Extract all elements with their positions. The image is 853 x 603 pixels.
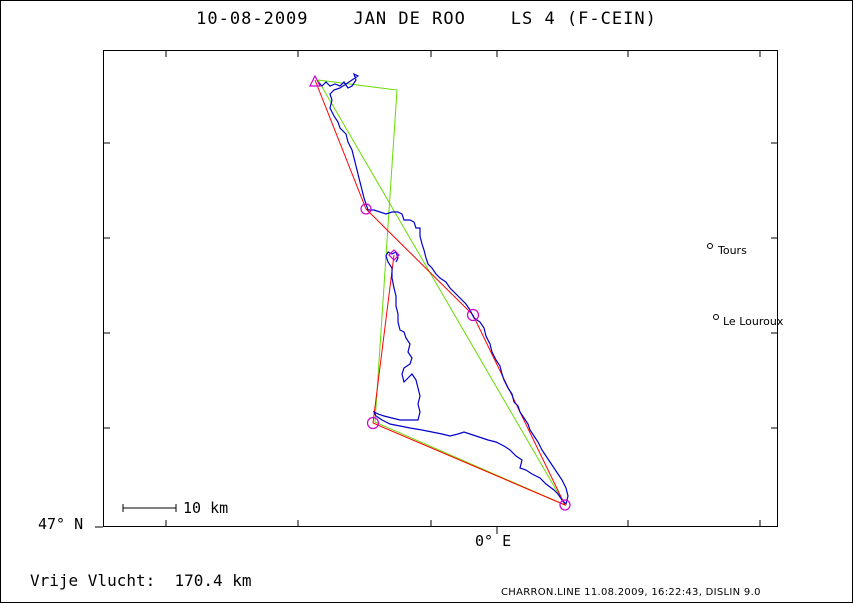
town-label-tours: Tours bbox=[718, 244, 747, 257]
optimised-route-line bbox=[317, 79, 567, 507]
free-flight-distance: Vrije Vlucht: 170.4 km bbox=[30, 571, 252, 590]
gps-track bbox=[317, 72, 569, 506]
scale-bar-label: 10 km bbox=[183, 499, 229, 517]
finish-diamond-icon bbox=[388, 249, 400, 261]
turnpoint-circle-icon bbox=[466, 308, 480, 322]
town-marker-icon bbox=[713, 314, 719, 320]
turnpoint-markers bbox=[309, 74, 571, 511]
town-marker-icon bbox=[707, 243, 713, 249]
longitude-label: 0° E bbox=[475, 532, 512, 550]
axis-ticks bbox=[95, 50, 778, 534]
scale-bar bbox=[122, 504, 177, 512]
town-label-le-louroux: Le Louroux bbox=[723, 315, 784, 328]
footer-info: CHARRON.LINE 11.08.2009, 16:22:43, DISLI… bbox=[501, 587, 761, 598]
flight-title: 10-08-2009 JAN DE ROO LS 4 (F-CEIN) bbox=[196, 9, 657, 29]
turnpoint-circle-icon bbox=[366, 416, 380, 430]
map-plot-area bbox=[103, 50, 778, 527]
turnpoint-circle-icon bbox=[360, 203, 372, 215]
latitude-label: 47° N bbox=[38, 515, 84, 533]
turnpoint-circle-icon bbox=[559, 499, 571, 511]
start-triangle-icon bbox=[309, 74, 321, 87]
